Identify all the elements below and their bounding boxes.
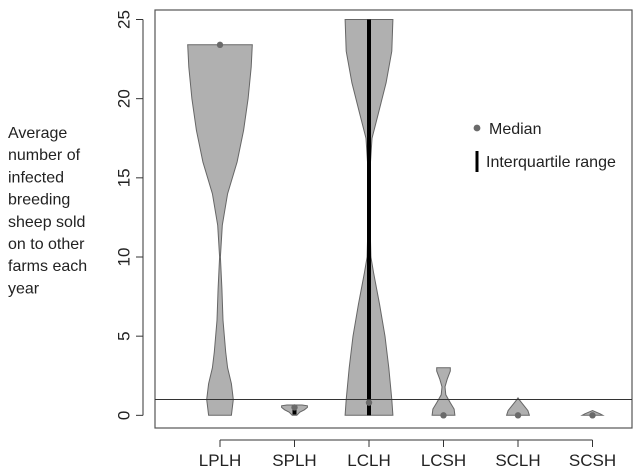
legend-iqr-label: Interquartile range — [486, 154, 616, 171]
median-point-scsh — [589, 412, 596, 419]
y-tick-label: 0 — [115, 411, 134, 420]
y-axis-label-line: year — [8, 280, 40, 297]
y-axis-label-line: number of — [8, 147, 81, 164]
y-axis-label-line: sheep sold — [8, 214, 85, 231]
y-axis-label-line: breeding — [8, 192, 70, 209]
y-axis-label-line: farms each — [8, 258, 87, 275]
median-point-lclh — [365, 399, 373, 406]
x-tick-label-splh: SPLH — [272, 451, 316, 470]
y-tick-label: 10 — [115, 248, 134, 267]
x-tick-label-scsh: SCSH — [569, 451, 616, 470]
median-point-lplh — [216, 41, 224, 49]
y-tick-label: 15 — [115, 168, 134, 187]
x-tick-label-lclh: LCLH — [347, 451, 390, 470]
violin-lplh — [187, 44, 253, 416]
legend-median-label: Median — [489, 121, 541, 138]
y-axis-label-line: infected — [8, 169, 64, 186]
median-point-sclh — [514, 412, 522, 419]
legend-median-marker — [473, 124, 481, 132]
y-tick-label: 25 — [115, 10, 134, 29]
x-tick-label-lcsh: LCSH — [421, 451, 466, 470]
y-tick-label: 5 — [115, 331, 134, 340]
median-point-lcsh — [440, 412, 447, 419]
y-tick-label: 20 — [115, 89, 134, 108]
violin-lcsh — [431, 367, 456, 416]
x-tick-label-sclh: SCLH — [495, 451, 540, 470]
median-point-splh — [291, 404, 298, 411]
x-tick-label-lplh: LPLH — [199, 451, 242, 470]
y-axis-label: Average number of infected breeding sheep so… — [8, 125, 87, 297]
y-axis-label-line: Average — [8, 125, 67, 142]
y-axis-label-line: on to other — [8, 236, 85, 253]
legend: Median Interquartile range — [473, 121, 616, 172]
plot-frame — [154, 9, 633, 429]
